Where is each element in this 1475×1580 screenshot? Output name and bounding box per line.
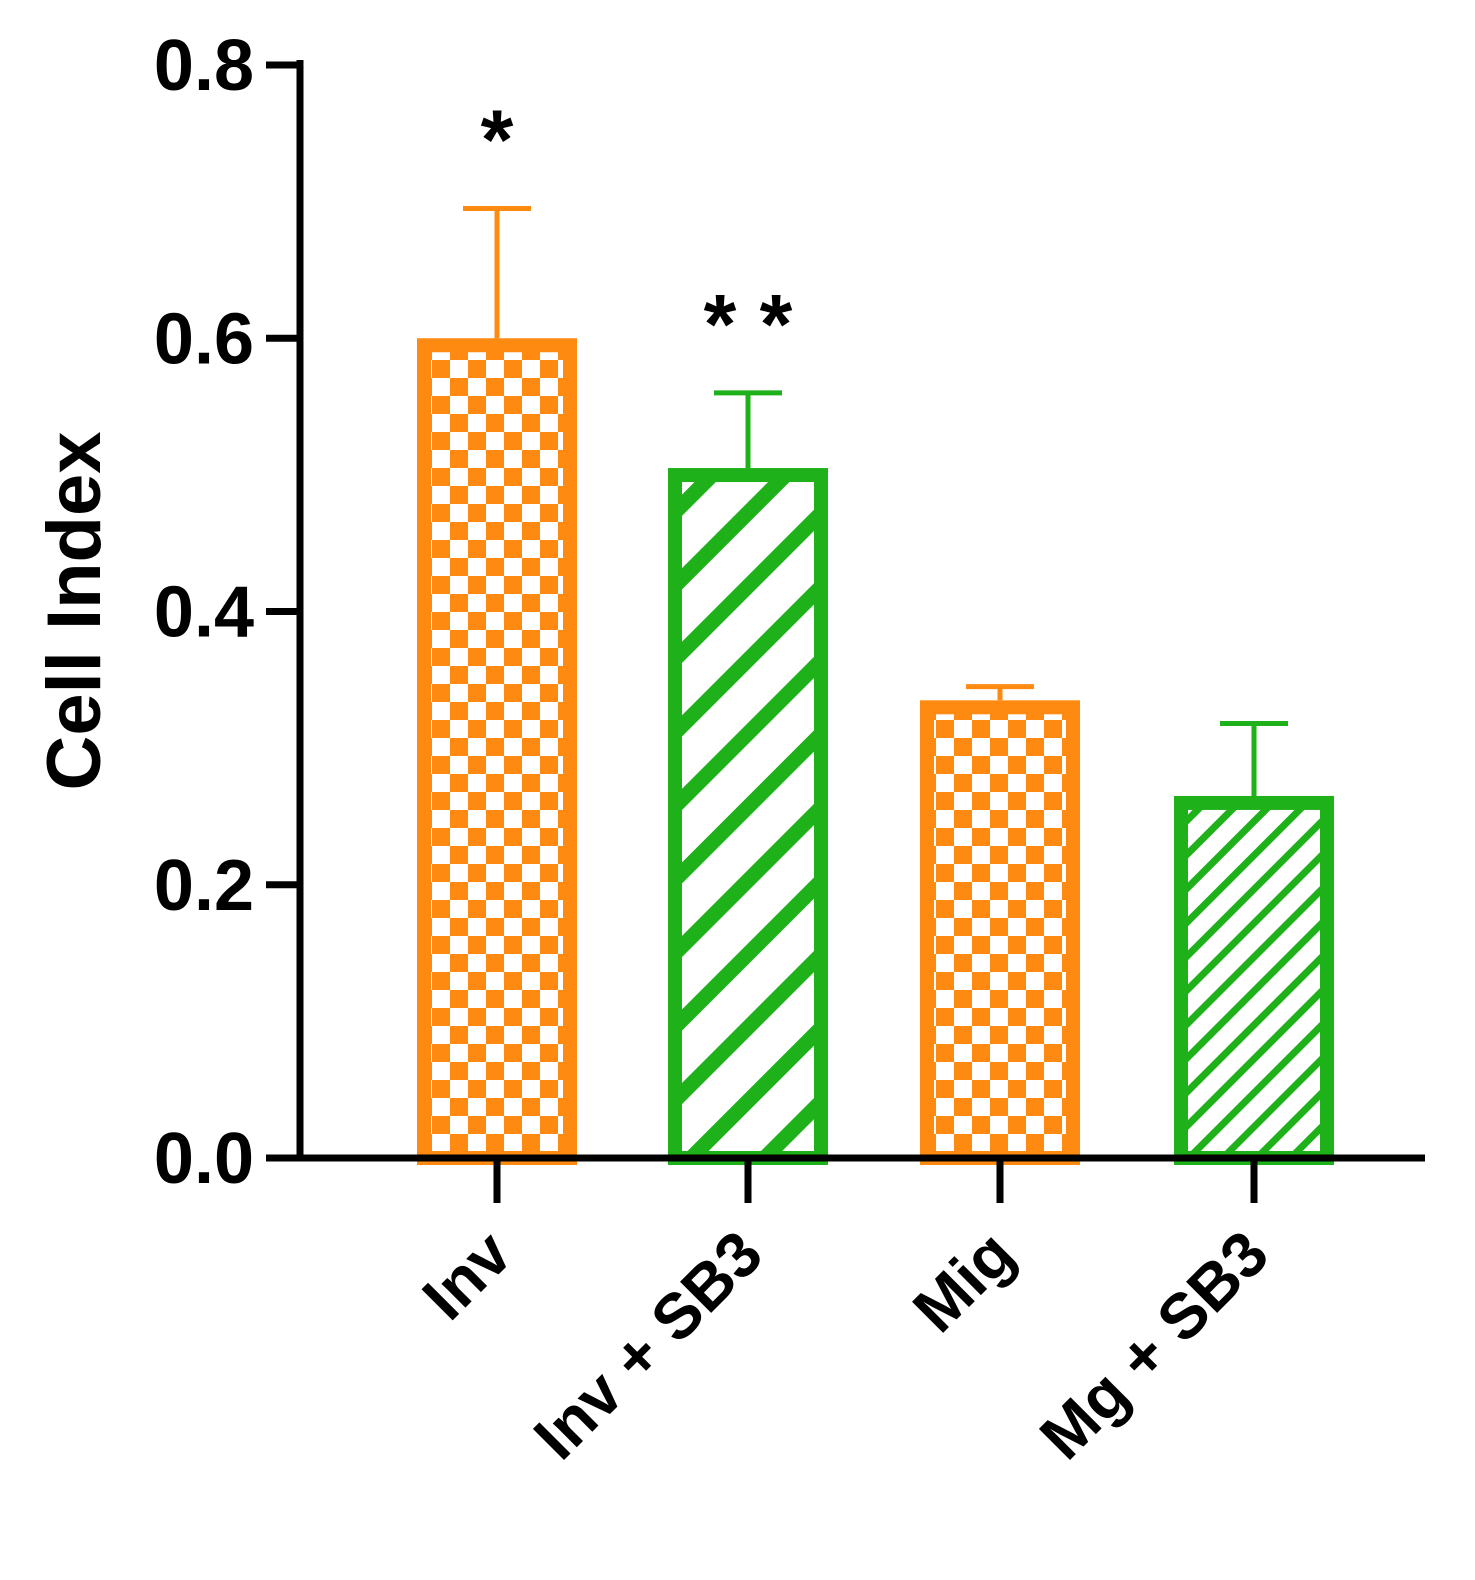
y-tick-label-3: 0.6	[154, 299, 254, 379]
bar-2-significance: * *	[704, 277, 793, 371]
y-tick-label-2: 0.4	[154, 573, 254, 653]
y-axis-label: Cell Index	[32, 432, 117, 791]
bar-1-significance: *	[481, 92, 514, 186]
bar-2	[668, 468, 828, 1165]
y-tick-label-0: 0.0	[154, 1119, 254, 1199]
x-tick-label-2: Inv + SB3	[520, 1217, 776, 1473]
y-tick-label-4: 0.8	[154, 26, 254, 106]
x-tick-label-1: Inv	[409, 1217, 526, 1334]
axes-layer	[266, 60, 1425, 1203]
bars-layer	[417, 205, 1334, 1166]
x-tick-label-3: Mig	[899, 1217, 1028, 1346]
x-tick-label-4: Mg + SB3	[1026, 1217, 1282, 1473]
bar-3	[920, 700, 1080, 1166]
bar-4	[1174, 795, 1334, 1165]
y-tick-label-1: 0.2	[154, 846, 254, 926]
bar-1	[417, 338, 577, 1165]
